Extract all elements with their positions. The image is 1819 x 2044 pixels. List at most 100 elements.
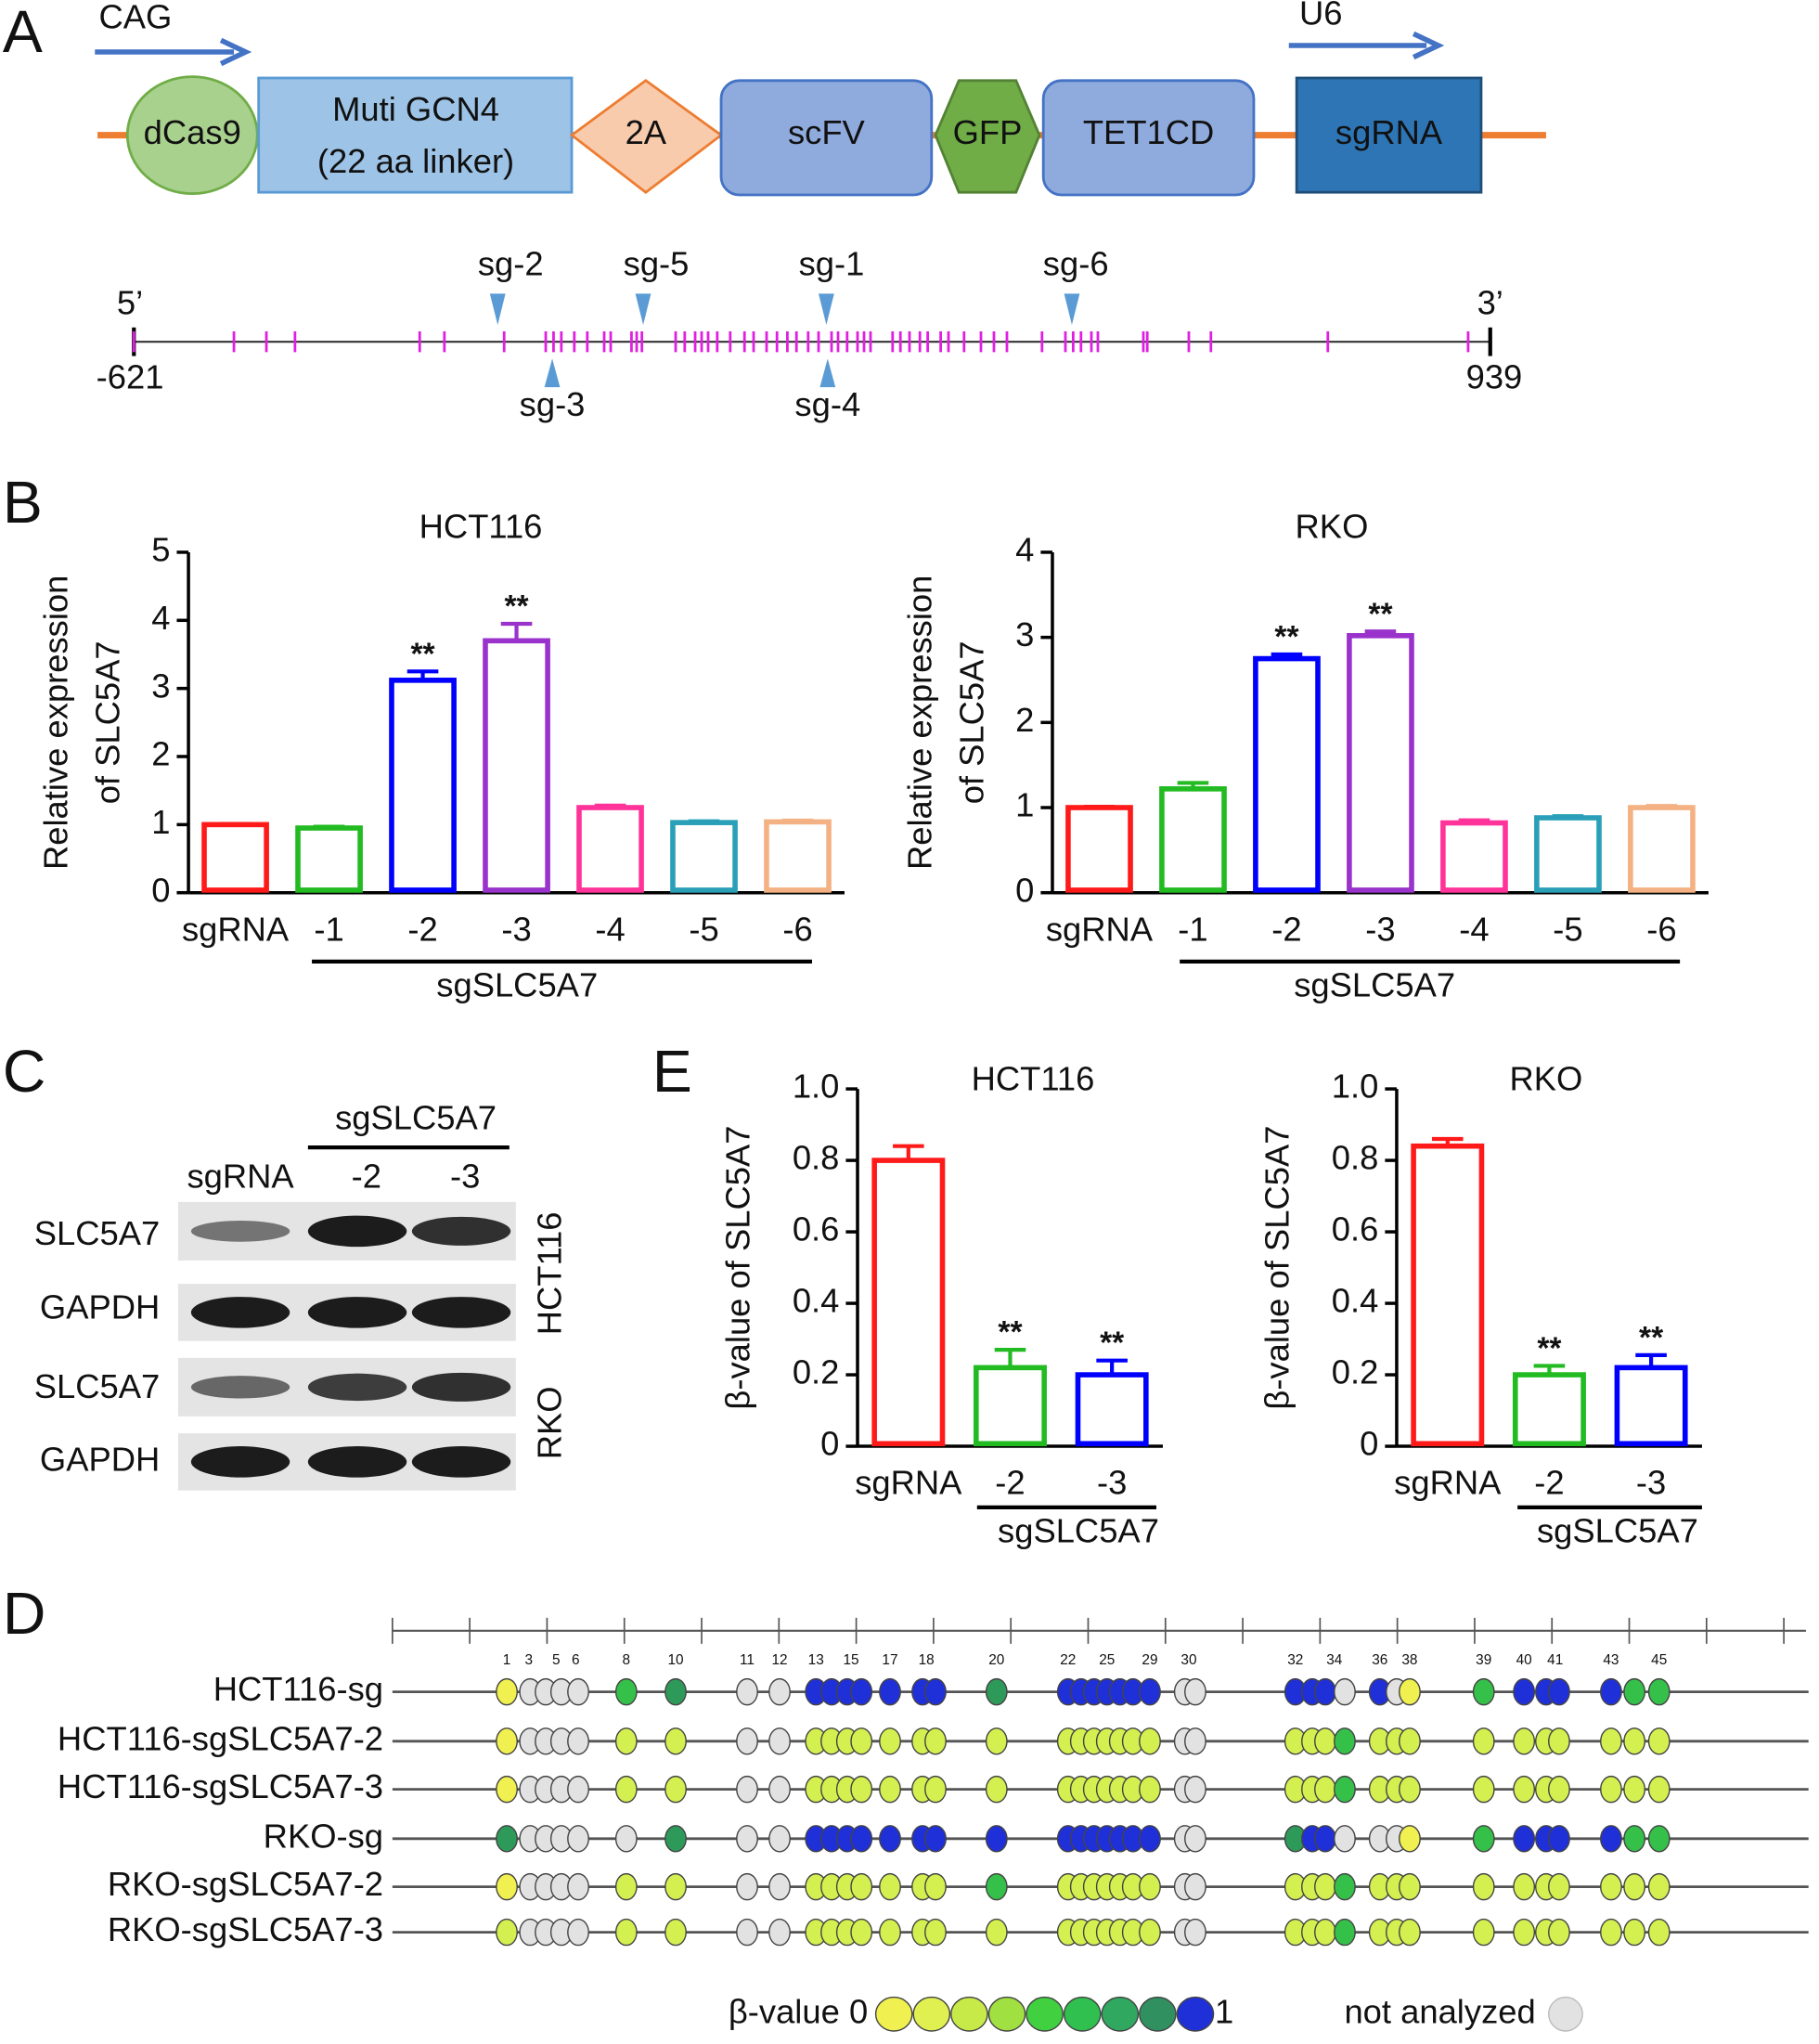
site-label: 17 [882, 1652, 897, 1668]
sg-marker [819, 358, 836, 388]
y-tick-label: 3 [151, 666, 170, 705]
sg-marker [544, 358, 561, 388]
cpg-site [1513, 1872, 1536, 1901]
cpg-site [736, 1727, 758, 1755]
y-axis-label: Relative expression [37, 576, 75, 870]
y-tick-label: 0.8 [793, 1139, 840, 1177]
sg-marker [635, 293, 651, 325]
y-tick-label: 0.6 [1332, 1210, 1379, 1248]
cpg-site [1184, 1872, 1206, 1901]
cpg-site [1139, 1872, 1161, 1901]
cpg-site [1647, 1677, 1671, 1706]
sg-label: sg-3 [520, 385, 586, 423]
cpg-site [1548, 1727, 1570, 1755]
band [307, 1215, 407, 1248]
panel-letter: D [3, 1580, 45, 1647]
element-label: Muti GCN4 [332, 90, 499, 128]
cpg-site [850, 1775, 873, 1804]
site-label: 39 [1476, 1652, 1491, 1668]
y-tick-label: 5 [151, 531, 170, 569]
chart-title: RKO [1296, 507, 1369, 545]
cpg-site [567, 1918, 589, 1947]
cpg-site [1472, 1727, 1495, 1755]
y-tick-label: 2 [1015, 701, 1034, 739]
x-tick-label: -3 [501, 910, 531, 948]
promoter: CAG [98, 0, 172, 36]
cpg-site [664, 1677, 687, 1706]
panel-c: C sgSLC5A7 sgRNA -2 -3 SLC5A7 GAPDH SLC5… [3, 1038, 569, 1491]
element-label: scFV [788, 113, 866, 151]
lane-label: sgRNA [187, 1157, 294, 1195]
cpg-site [1623, 1727, 1646, 1755]
bar [1065, 805, 1133, 893]
bar [483, 638, 550, 893]
cpg-site [768, 1727, 791, 1755]
cpg-site [567, 1775, 589, 1804]
panel-letter: E [652, 1038, 692, 1105]
site-label: 5 [552, 1652, 561, 1668]
cpg-site [985, 1677, 1008, 1706]
cpg-site [1139, 1677, 1161, 1706]
y-axis-label: of SLC5A7 [89, 640, 127, 804]
x-tick-label: -5 [689, 910, 718, 948]
bar [974, 1365, 1047, 1447]
bar [389, 678, 457, 893]
cpg-site [924, 1775, 947, 1804]
bar [201, 821, 269, 893]
band [190, 1297, 290, 1328]
cpg-site [496, 1872, 518, 1901]
cpg-site [496, 1727, 518, 1755]
panel-a: A CAG U6 dCas9 Muti GCN4 (22 aa linker) … [3, 0, 1546, 423]
cpg-site [1314, 1775, 1336, 1804]
significance: ** [504, 589, 529, 624]
cpg-site [1184, 1727, 1206, 1755]
bar [1075, 1372, 1149, 1447]
cpg-site [879, 1825, 901, 1853]
sg-marker [819, 293, 834, 325]
cpg-site [1334, 1727, 1356, 1755]
significance: ** [410, 637, 435, 671]
cpg-site [1600, 1918, 1622, 1947]
cpg-site [924, 1872, 947, 1901]
x-tick-label: -3 [1636, 1464, 1666, 1502]
lane-label: -3 [450, 1157, 480, 1195]
cpg-site [1472, 1825, 1495, 1853]
cpg-site [614, 1775, 638, 1804]
cpg-site [924, 1918, 947, 1947]
site-label: 18 [919, 1652, 935, 1668]
cpg-site [768, 1825, 791, 1853]
y-tick-label: 4 [151, 599, 170, 637]
chart-title: RKO [1510, 1059, 1583, 1097]
site-label: 32 [1287, 1652, 1303, 1668]
cpg-site [1513, 1825, 1536, 1853]
x-tick-label: -1 [1178, 910, 1207, 948]
element-label: 2A [626, 113, 667, 151]
gcn4 [257, 76, 574, 194]
row-label: HCT116-sgSLC5A7-2 [58, 1719, 383, 1757]
legend-swatch [912, 1996, 951, 2032]
cpg-site [567, 1872, 589, 1901]
site-label: 36 [1372, 1652, 1387, 1668]
bar [1440, 820, 1508, 893]
end-label: 5’ [117, 284, 143, 322]
sg-label: sg-5 [624, 245, 690, 283]
cpg-site [1600, 1872, 1622, 1901]
y-tick-label: 0.8 [1332, 1139, 1379, 1177]
bar [670, 820, 738, 893]
cpg-site [924, 1825, 947, 1853]
site-label: 10 [667, 1652, 683, 1668]
cell-line-label: HCT116 [531, 1212, 569, 1336]
cpg-site [985, 1775, 1008, 1804]
bar [1253, 655, 1321, 893]
cpg-site [1472, 1775, 1495, 1804]
y-tick-label: 0.6 [793, 1210, 840, 1248]
legend-swatch [1026, 1996, 1064, 2032]
cpg-site [985, 1918, 1008, 1947]
element-label: sgRNA [1335, 113, 1443, 151]
y-tick-label: 0 [1360, 1425, 1378, 1463]
tet1cd [1041, 79, 1256, 197]
cpg-site [664, 1918, 687, 1947]
cpg-site [1334, 1918, 1356, 1947]
site-label: 13 [808, 1652, 824, 1668]
y-tick-label: 0 [151, 871, 170, 909]
